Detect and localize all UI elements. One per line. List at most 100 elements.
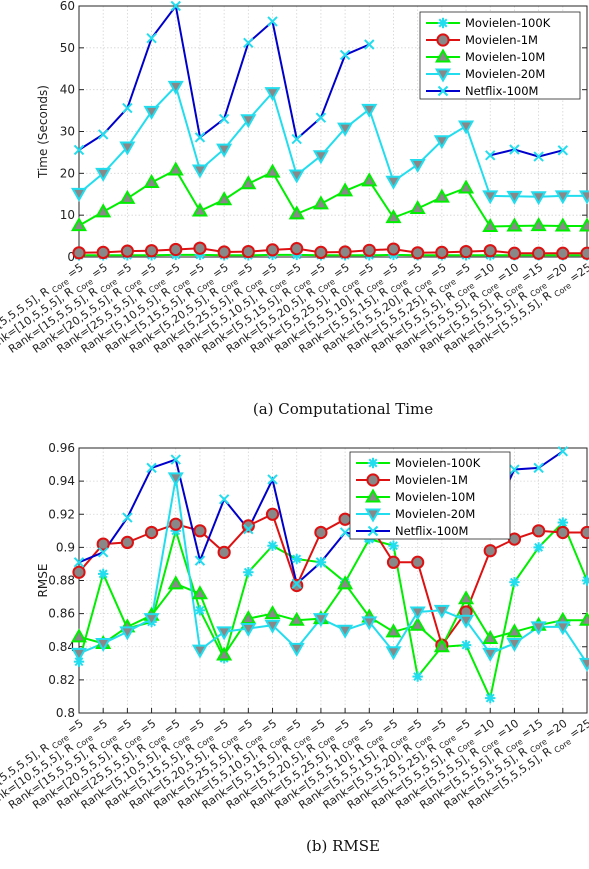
data-point — [388, 540, 399, 551]
y-tick-label: 0.96 — [48, 441, 75, 455]
y-tick-label: 0.9 — [56, 540, 75, 554]
data-point — [290, 242, 304, 256]
data-point — [386, 242, 401, 256]
data-point — [458, 590, 475, 605]
legend-marker — [434, 48, 452, 63]
data-point — [482, 647, 499, 662]
data-point — [556, 246, 570, 260]
legend-label: Movielen-100K — [395, 456, 481, 470]
data-point — [338, 245, 352, 259]
data-point — [291, 578, 302, 590]
data-point — [409, 199, 426, 214]
data-point — [119, 189, 136, 204]
data-point — [533, 462, 544, 474]
data-point — [95, 637, 112, 652]
data-point — [70, 628, 88, 643]
data-point — [264, 619, 281, 634]
series-line — [78, 477, 588, 664]
data-point — [193, 241, 207, 255]
legend-label: Movielen-10M — [395, 490, 475, 504]
series-movielen-100k — [78, 520, 588, 702]
legend: Movielen-100K Movielen-1M Movielen-10M Movi… — [349, 451, 511, 540]
data-point — [217, 245, 231, 259]
data-point — [72, 565, 86, 579]
data-point — [433, 604, 450, 619]
data-point — [95, 203, 112, 218]
data-point — [70, 647, 88, 662]
data-point — [170, 454, 181, 465]
legend-label: Netflix-100M — [465, 84, 538, 98]
legend-marker — [364, 488, 382, 503]
data-point — [216, 646, 233, 661]
data-point — [386, 555, 401, 569]
data-point — [314, 245, 328, 259]
data-point — [170, 0, 181, 12]
data-point — [339, 527, 351, 538]
data-point — [119, 141, 136, 156]
legend-marker — [437, 17, 449, 29]
series-movielen-10m — [78, 168, 587, 228]
data-point — [243, 567, 254, 578]
data-point — [580, 525, 589, 540]
data-point — [485, 150, 496, 161]
data-point — [218, 113, 230, 125]
series-movielen-1m — [78, 247, 587, 255]
data-point — [241, 244, 255, 259]
data-point — [411, 246, 425, 260]
markers-movielen-10m — [70, 161, 589, 232]
data-point — [312, 195, 329, 210]
data-point — [507, 532, 522, 546]
data-point — [433, 638, 450, 653]
data-point — [291, 133, 302, 145]
y-tick-label: 0.82 — [48, 673, 75, 687]
data-point — [240, 623, 257, 638]
data-point — [146, 462, 157, 474]
data-point — [169, 517, 183, 531]
data-point — [409, 606, 426, 621]
figure-caption: (a) Computational Time — [253, 400, 433, 418]
data-point — [337, 182, 354, 197]
data-point — [240, 175, 257, 190]
data-point — [288, 169, 305, 184]
data-point — [194, 605, 206, 616]
data-point — [459, 244, 473, 259]
y-axis-label: Time (Seconds) — [36, 85, 50, 179]
data-point — [509, 576, 520, 588]
series-line — [78, 168, 587, 228]
data-point — [557, 517, 569, 528]
data-point — [557, 145, 569, 156]
data-point — [509, 464, 520, 475]
legend-marker — [364, 508, 382, 523]
data-point — [339, 49, 351, 61]
data-point — [482, 190, 499, 205]
data-point — [433, 188, 450, 203]
data-point — [315, 557, 327, 568]
y-tick-label: 20 — [60, 166, 75, 180]
data-point — [169, 242, 183, 257]
legend-label: Netflix-100M — [395, 524, 468, 538]
data-point — [96, 245, 110, 259]
data-point — [312, 613, 329, 628]
series-movielen-20m — [78, 477, 588, 664]
data-point — [533, 151, 544, 162]
data-point — [433, 135, 450, 150]
data-point — [143, 613, 160, 628]
data-point — [167, 472, 184, 487]
data-point — [506, 190, 523, 205]
data-point — [458, 120, 475, 135]
legend-label: Movielen-10M — [465, 50, 545, 64]
markers-movielen-20m — [70, 80, 589, 206]
data-point — [167, 161, 184, 176]
data-point — [554, 621, 571, 636]
data-point — [557, 446, 569, 457]
data-point — [385, 646, 402, 661]
data-point — [506, 637, 523, 652]
y-tick-label: 0 — [67, 250, 75, 264]
data-point — [483, 244, 497, 258]
y-tick-label: 0.8 — [56, 706, 75, 720]
data-point — [554, 190, 571, 205]
data-point — [506, 217, 523, 232]
data-point — [361, 172, 378, 187]
data-point — [507, 246, 522, 260]
